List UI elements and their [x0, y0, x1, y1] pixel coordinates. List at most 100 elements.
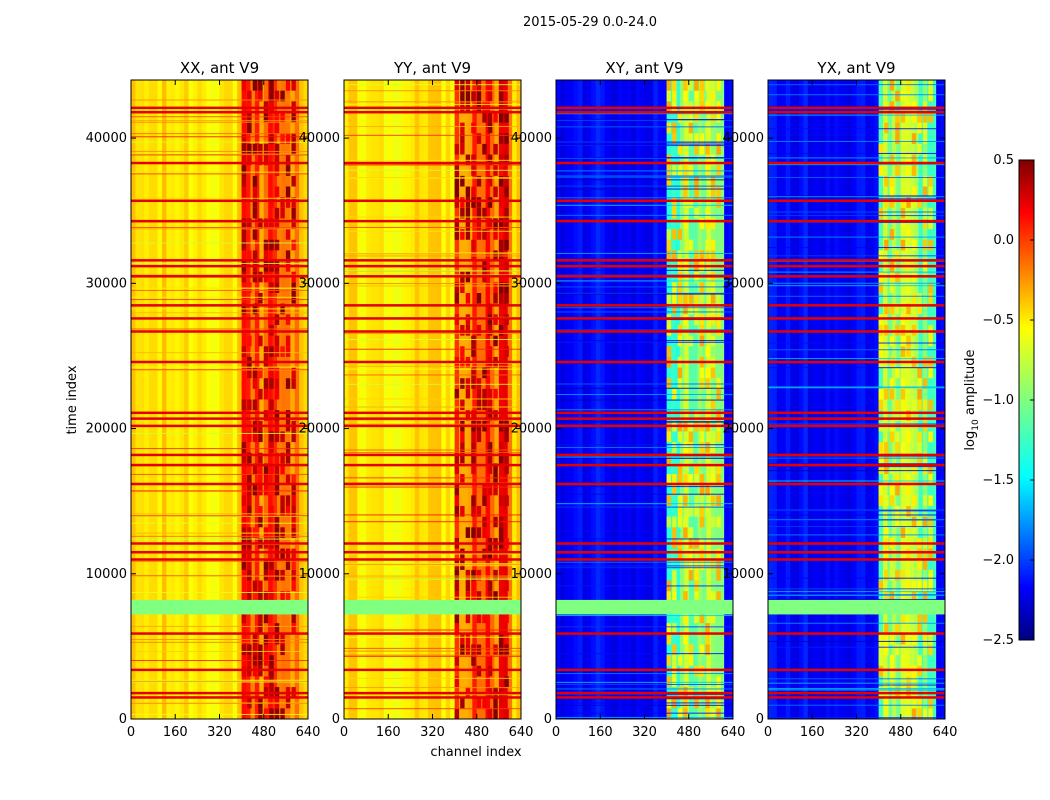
time-row	[344, 125, 521, 127]
heatmap-cell	[504, 463, 509, 475]
time-row	[768, 285, 945, 287]
heatmap-cell	[252, 644, 258, 656]
heatmap-cell	[454, 484, 460, 496]
heatmap-cell	[274, 239, 280, 251]
heatmap-cell	[258, 388, 263, 400]
heatmap-cell	[460, 378, 465, 389]
heatmap-cell	[911, 197, 917, 208]
heatmap-cell	[683, 516, 688, 528]
heatmap-cell	[493, 388, 498, 400]
heatmap-cell	[878, 580, 884, 592]
x-tick-label: 320	[632, 725, 657, 740]
heatmap-cell	[247, 335, 252, 347]
heatmap-cell	[889, 229, 895, 240]
heatmap-cell	[705, 133, 710, 144]
heatmap-cell	[504, 197, 509, 208]
heatmap-cell	[454, 506, 460, 517]
heatmap-cell	[699, 250, 705, 262]
channel-stripe	[184, 80, 190, 719]
channel-stripe	[794, 80, 800, 719]
heatmap-cell	[471, 495, 476, 506]
time-row	[556, 567, 733, 569]
heatmap-cell	[677, 431, 683, 443]
heatmap-cell	[710, 367, 716, 379]
channel-stripe	[237, 80, 243, 719]
time-row	[131, 116, 308, 118]
heatmap-cell	[694, 569, 699, 581]
heatmap-cell	[241, 346, 247, 357]
heatmap-cell	[285, 410, 291, 421]
heatmap-cell	[900, 111, 906, 123]
heatmap-cell	[471, 655, 476, 666]
x-axis-label: channel index	[430, 745, 521, 760]
channel-stripe	[188, 80, 194, 719]
heatmap-cell	[247, 495, 252, 506]
heatmap-cell	[683, 80, 688, 91]
flagged-row	[131, 360, 308, 364]
time-row	[768, 423, 945, 425]
time-row	[556, 143, 733, 145]
channel-stripe	[564, 80, 570, 719]
heatmap-cell	[241, 378, 247, 389]
heatmap-cell	[906, 165, 911, 176]
heatmap-cell	[476, 591, 482, 602]
flagged-row	[344, 304, 521, 307]
channel-stripe	[719, 80, 725, 719]
heatmap-cell	[889, 335, 895, 347]
heatmap-cell	[465, 633, 471, 645]
heatmap-cell	[917, 293, 922, 304]
heatmap-cell	[906, 708, 911, 719]
heatmap-cell	[900, 559, 906, 570]
time-row	[768, 457, 945, 459]
heatmap-cell	[504, 133, 509, 144]
time-row	[768, 387, 945, 389]
heatmap-cell	[666, 516, 672, 528]
heatmap-cell	[666, 623, 672, 634]
heatmap-cell	[878, 143, 884, 155]
heatmap-cell	[504, 452, 509, 464]
heatmap-cell	[688, 569, 694, 581]
heatmap-cell	[263, 410, 269, 421]
time-row	[768, 295, 945, 297]
flagged-row	[556, 259, 733, 262]
heatmap-cell	[263, 250, 269, 262]
heatmap-cell	[291, 239, 296, 251]
time-row	[556, 311, 733, 313]
time-row	[344, 230, 521, 232]
time-row	[556, 188, 733, 190]
time-row	[556, 126, 733, 128]
time-row	[344, 577, 521, 579]
heatmap-cell	[900, 378, 906, 389]
heatmap-cell	[460, 474, 465, 485]
time-row	[768, 455, 945, 457]
heatmap-cell	[258, 474, 263, 485]
channel-stripe	[807, 80, 813, 719]
heatmap-cell	[285, 591, 291, 602]
heatmap-cell	[922, 239, 928, 251]
heatmap-cell	[900, 399, 906, 411]
heatmap-cell	[906, 197, 911, 208]
heatmap-cell	[911, 463, 917, 475]
heatmap-cell	[889, 175, 895, 187]
heatmap-cell	[498, 111, 504, 123]
channel-stripe	[498, 80, 504, 719]
heatmap-cell	[247, 154, 252, 166]
heatmap-cell	[471, 527, 476, 538]
heatmap-cell	[922, 463, 928, 475]
heatmap-cell	[241, 143, 247, 155]
heatmap-cell	[263, 218, 269, 230]
heatmap-cell	[252, 431, 258, 443]
heatmap-cell	[917, 580, 922, 592]
y-tick-label: 40000	[86, 131, 127, 146]
time-row	[344, 406, 521, 408]
heatmap-cell	[716, 708, 721, 719]
heatmap-cell	[917, 122, 922, 134]
time-row	[556, 157, 733, 159]
channel-stripe	[600, 80, 606, 719]
time-row	[131, 328, 308, 330]
heatmap-cell	[258, 335, 263, 347]
heatmap-cell	[263, 111, 269, 123]
heatmap-cell	[928, 218, 933, 230]
heatmap-cell	[705, 367, 710, 379]
heatmap-cell	[285, 133, 291, 144]
